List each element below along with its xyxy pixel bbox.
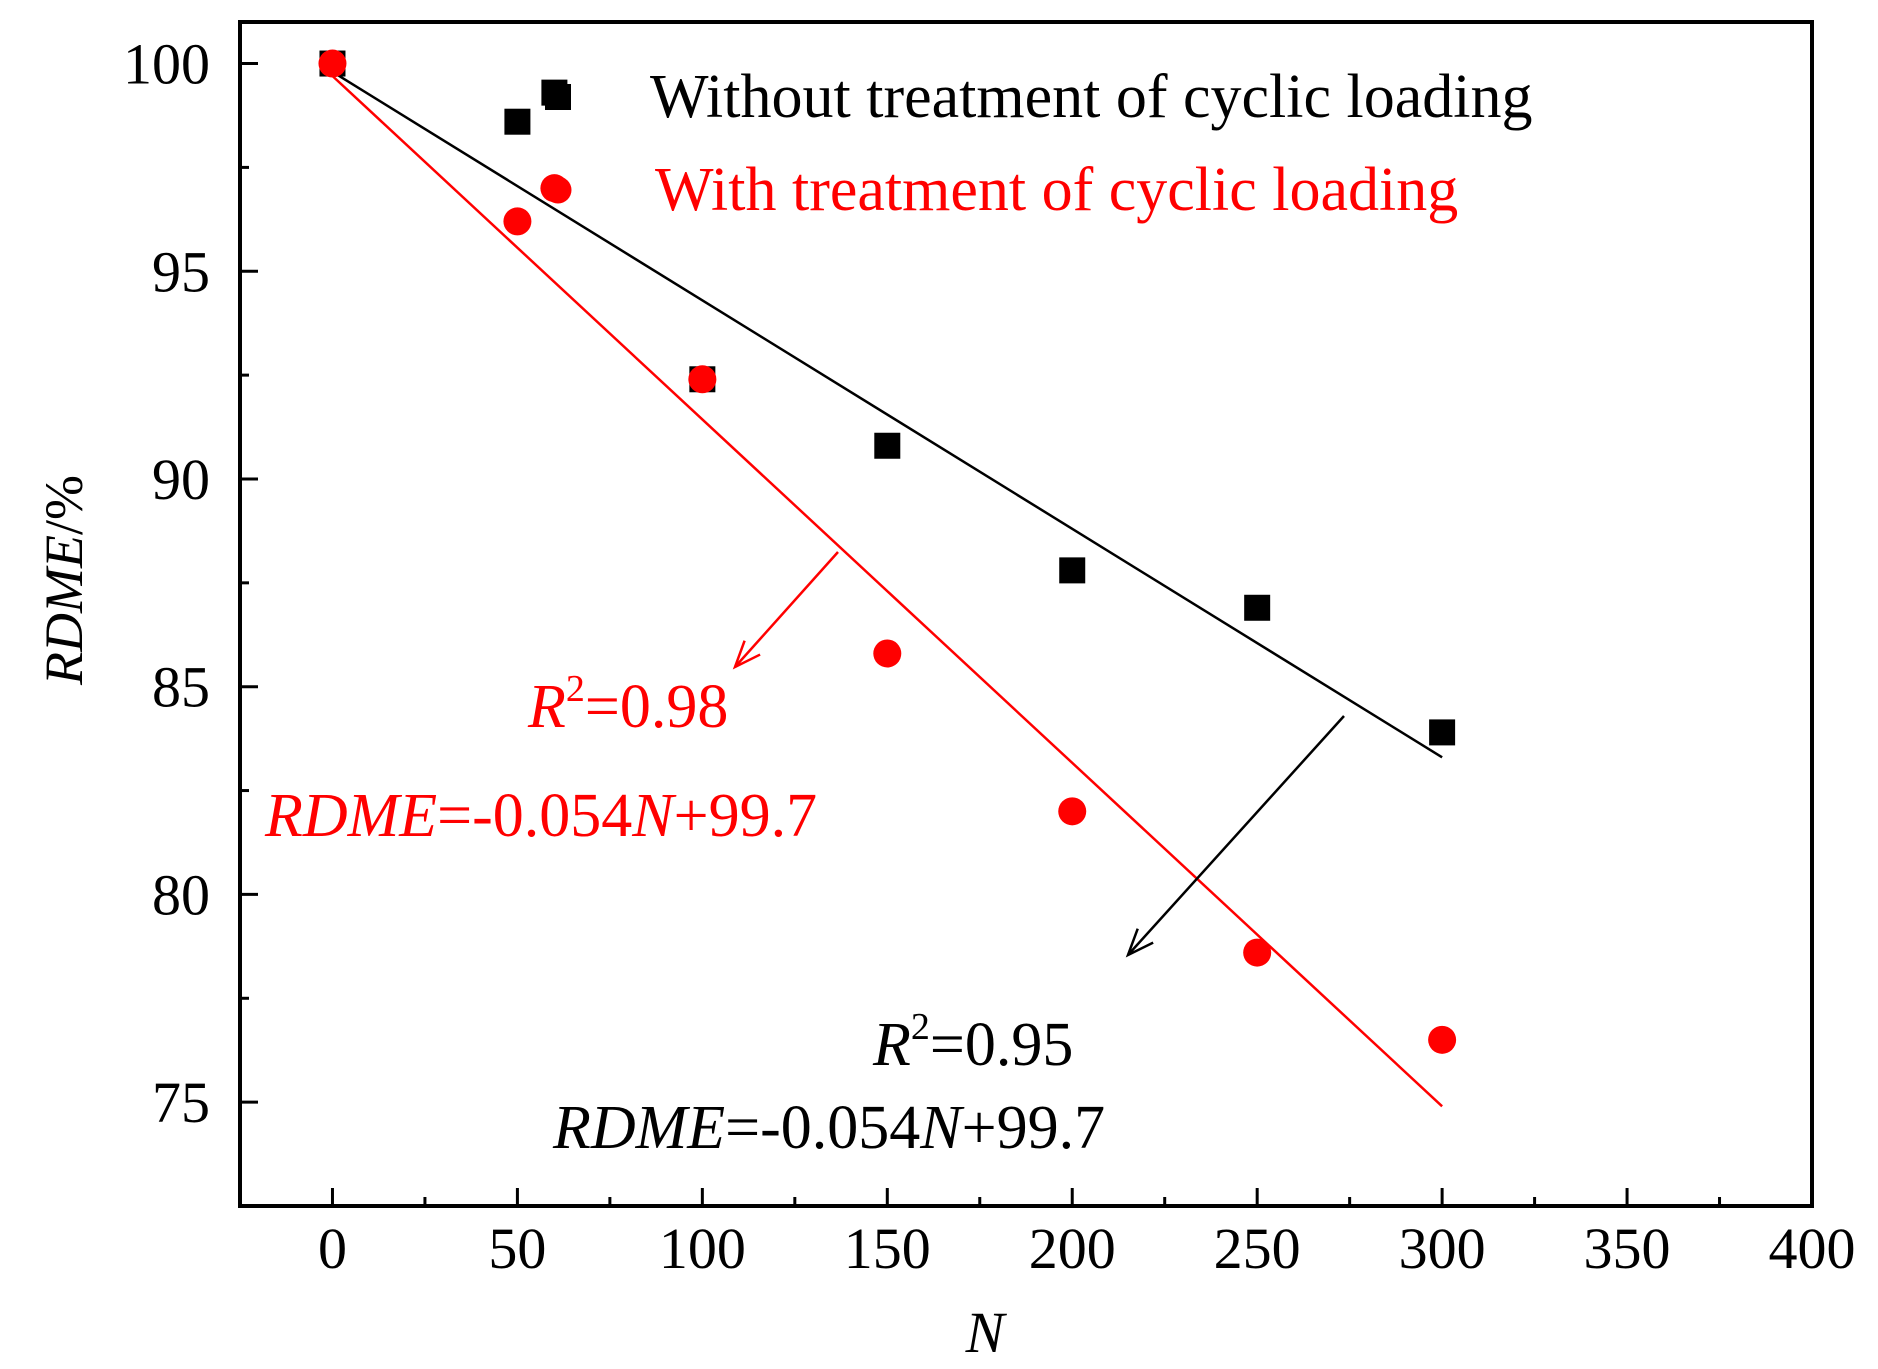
arrow-head	[1125, 928, 1154, 958]
legend-label-without-treatment: Without treatment of cyclic loading	[650, 63, 1532, 131]
y-tick-label: 85	[152, 655, 210, 720]
data-point-square	[504, 108, 531, 135]
x-tick-label: 400	[1769, 1216, 1856, 1281]
data-point-square	[1429, 719, 1456, 746]
y-axis-title: RDME/%	[34, 475, 94, 686]
data-point-circle	[1428, 1025, 1457, 1054]
x-tick-label: 50	[488, 1216, 546, 1281]
fit-lines	[331, 70, 1443, 1108]
y-tick-label: 75	[152, 1070, 210, 1135]
data-point-circle	[873, 639, 902, 668]
data-point-circle	[1243, 938, 1272, 967]
legend-marker-circle	[544, 176, 572, 204]
x-axis-title: N	[965, 1300, 1008, 1365]
y-tick-label: 100	[123, 32, 210, 97]
fit-line-with-treatment	[331, 75, 1443, 1108]
x-tick-label: 100	[659, 1216, 746, 1281]
legend-marker-square	[545, 84, 571, 110]
legend-label-with-treatment: With treatment of cyclic loading	[655, 156, 1458, 224]
data-points	[318, 49, 1457, 1054]
x-tick-label: 150	[844, 1216, 931, 1281]
data-point-square	[874, 432, 901, 459]
y-tick-label: 80	[152, 862, 210, 927]
arrow-black-annotation	[1125, 715, 1345, 958]
x-tick-label: 0	[318, 1216, 347, 1281]
data-point-circle	[688, 365, 717, 394]
annotation-black-equation: RDME=-0.054N+99.7	[552, 1094, 1105, 1162]
annotation-black-r2: R2=0.95	[872, 1006, 1073, 1079]
data-point-square	[1059, 557, 1086, 584]
arrow-head	[732, 640, 761, 670]
annotation-arrows	[732, 551, 1345, 958]
y-tick-label: 95	[152, 239, 210, 304]
x-tick-label: 350	[1584, 1216, 1671, 1281]
data-point-circle	[318, 49, 347, 78]
arrow-shaft	[734, 551, 839, 668]
annotation-red-equation: RDME=-0.054N+99.7	[264, 782, 817, 850]
x-tick-label: 250	[1214, 1216, 1301, 1281]
x-tick-label: 300	[1399, 1216, 1486, 1281]
y-tick-label: 90	[152, 447, 210, 512]
arrow-shaft	[1127, 715, 1345, 956]
arrow-red-annotation	[732, 551, 839, 670]
plot-area-frame	[238, 20, 1814, 1208]
annotation-red-r2: R2=0.98	[527, 668, 728, 741]
axis-ticks: 0 50 100 150 200 250 300 350 400 75 80 85 90 95 100	[123, 32, 1856, 1281]
data-point-square	[1244, 594, 1271, 621]
data-point-circle	[503, 207, 532, 236]
data-point-circle	[1058, 797, 1087, 826]
x-tick-label: 200	[1029, 1216, 1116, 1281]
legend: Without treatment of cyclic loading With…	[544, 63, 1532, 224]
fit-line-without-treatment	[331, 70, 1443, 759]
